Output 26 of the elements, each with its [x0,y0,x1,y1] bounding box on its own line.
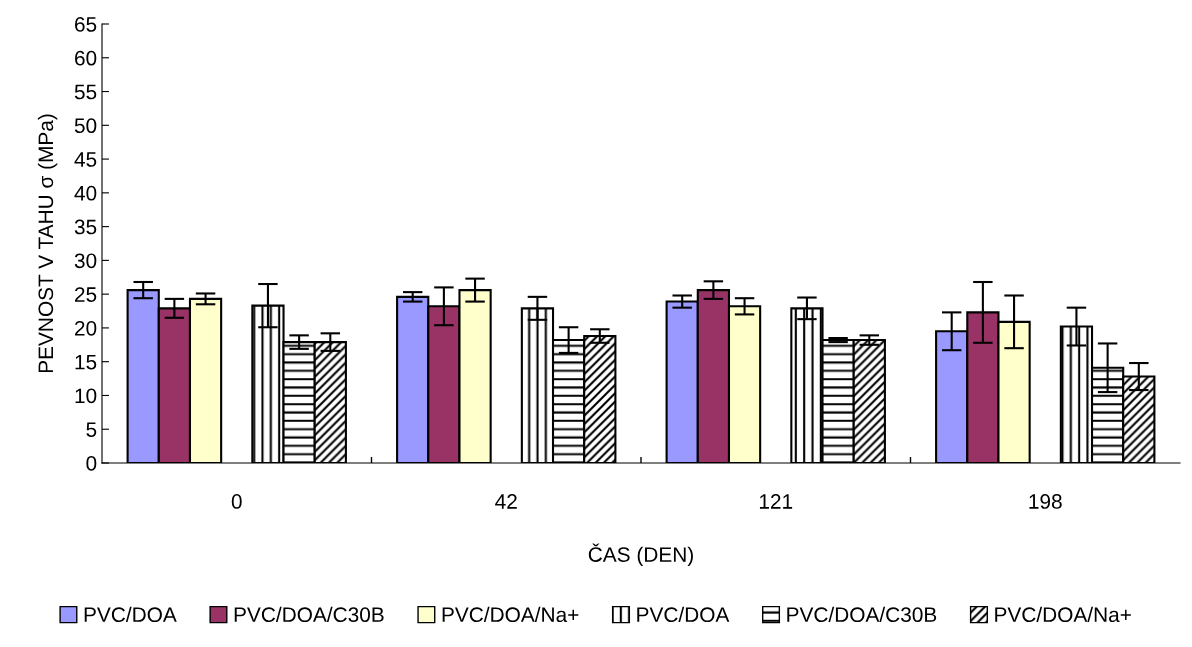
y-tick-label: 0 [86,456,97,471]
y-tick-label: 30 [74,253,97,269]
y-tick-label: 50 [74,118,97,134]
y-tick-label: 25 [75,287,97,302]
x-tick-label: 198 [1029,494,1062,509]
y-tick-label: 15 [75,354,97,370]
y-tick-label: 10 [75,388,97,404]
legend-label: PVC/DOA/Na+ [995,606,1131,623]
legend-label: PVC/DOA/C30B [787,606,937,623]
y-axis-title: PEVNOST V TAHU σ (MPa) [37,114,58,373]
legend-label: PVC/DOA/C30B [234,606,384,623]
y-tick-label: 35 [74,219,97,235]
x-axis-title: ČAS (DEN) [588,543,693,567]
legend-label: PVC/DOA [637,606,730,623]
x-tick-label: 42 [495,494,517,509]
y-tick-label: 65 [75,17,97,32]
y-tick-label: 45 [74,152,97,167]
y-tick-label: 5 [86,422,97,437]
y-tick-label: 60 [75,50,97,66]
legend-label: PVC/DOA/Na+ [442,606,579,623]
y-tick-label: 55 [74,84,97,100]
x-tick-label: 0 [231,494,242,509]
y-tick-label: 40 [74,185,97,201]
y-tick-label: 20 [75,320,97,336]
x-tick-label: 121 [759,494,793,509]
legend-label: PVC/DOA [84,606,177,623]
